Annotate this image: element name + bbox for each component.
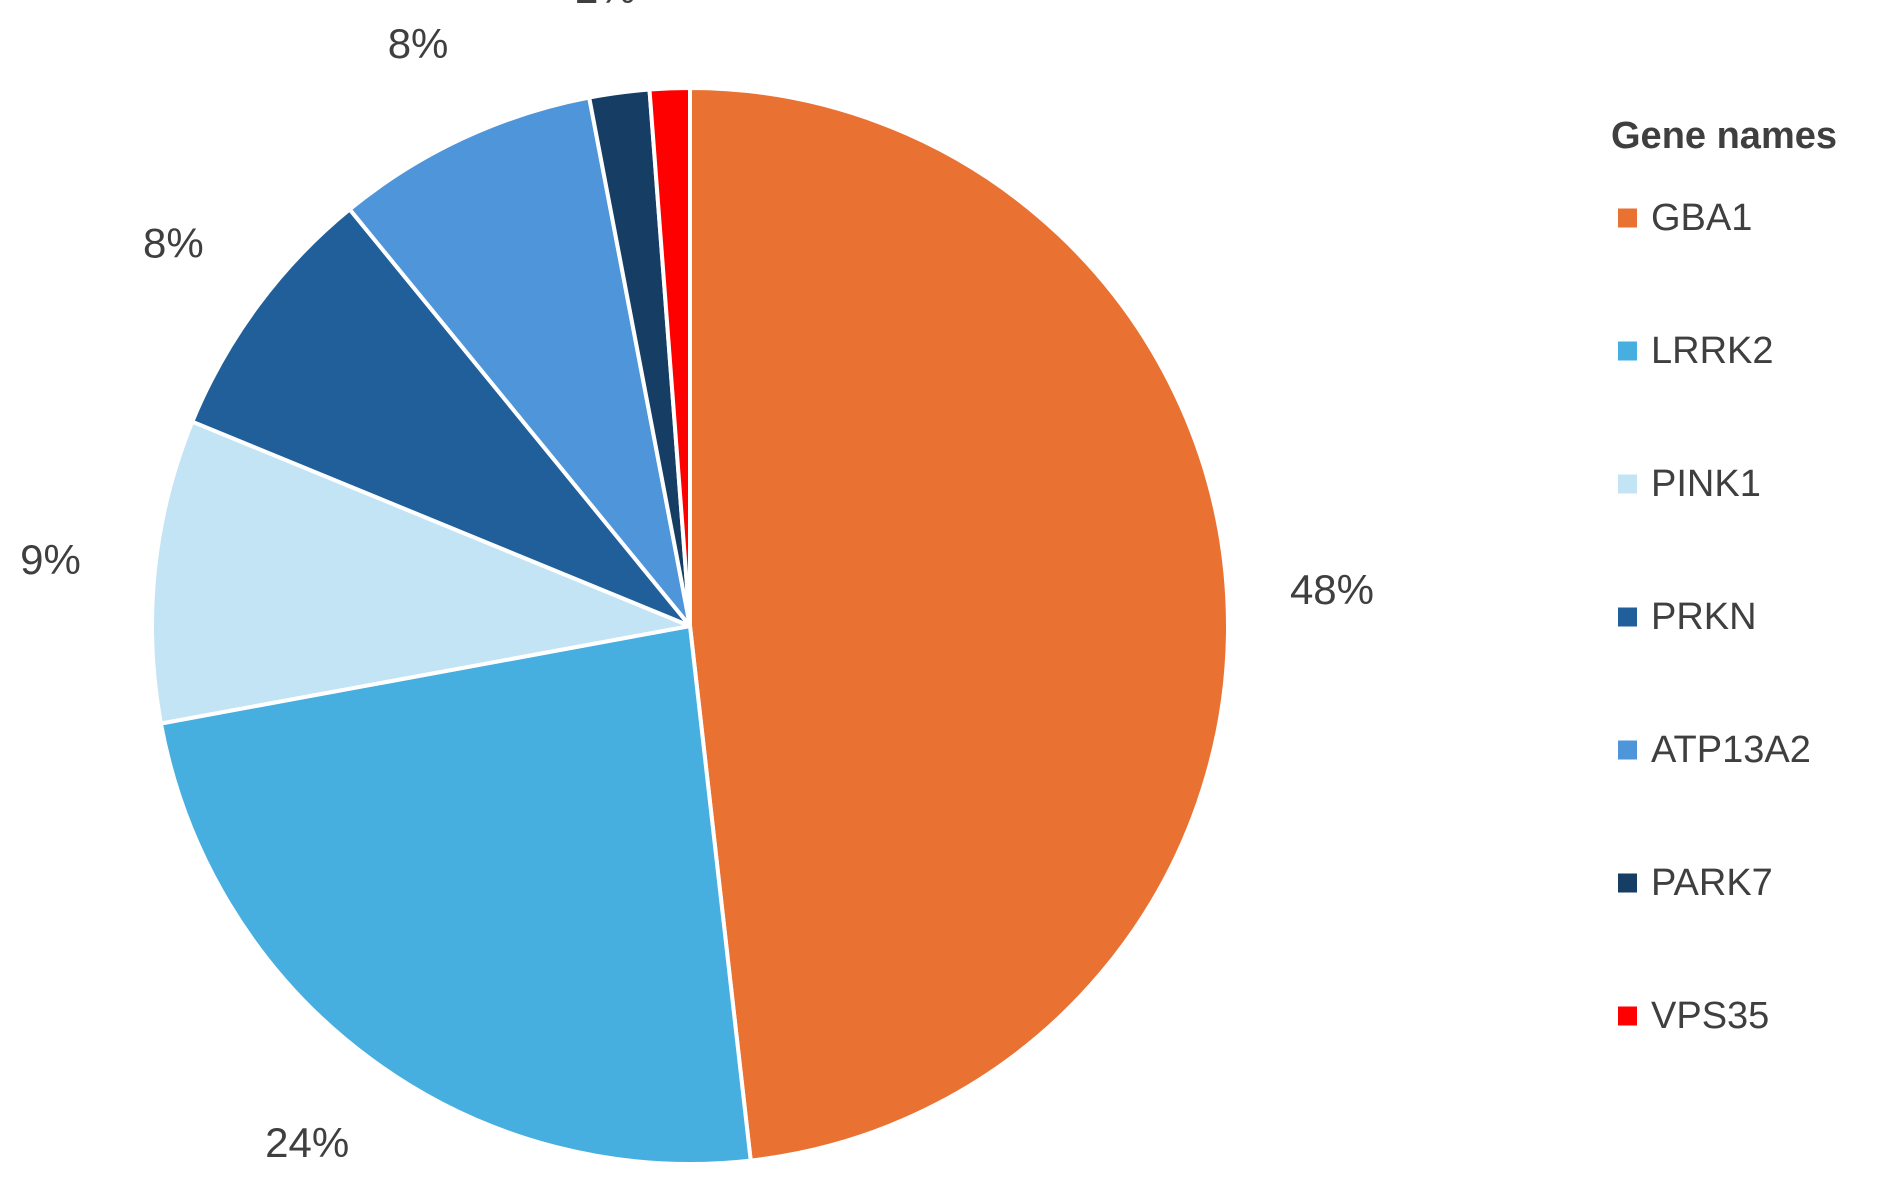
data-label-vps35: 1% <box>635 0 696 7</box>
legend-label-prkn: PRKN <box>1651 596 1757 638</box>
legend-swatch-pink1 <box>1618 474 1637 494</box>
legend-item-atp13a2: ATP13A2 <box>1618 729 1811 771</box>
legend-label-atp13a2: ATP13A2 <box>1651 729 1811 771</box>
legend-swatch-park7 <box>1618 873 1637 893</box>
pie-slice-lrrk2 <box>158 624 753 1166</box>
legend-label-gba1: GBA1 <box>1651 197 1752 239</box>
legend-title: Gene names <box>1611 115 1837 157</box>
data-label-park7: 2% <box>575 0 636 12</box>
legend-item-park7: PARK7 <box>1618 862 1773 904</box>
data-label-lrrk2: 24% <box>265 1119 349 1166</box>
legend-item-pink1: PINK1 <box>1618 463 1761 505</box>
legend-item-prkn: PRKN <box>1618 596 1757 638</box>
legend-label-vps35: VPS35 <box>1651 995 1769 1037</box>
legend-swatch-vps35 <box>1618 1006 1637 1026</box>
data-label-prkn: 8% <box>143 220 204 267</box>
legend-label-park7: PARK7 <box>1651 862 1773 904</box>
slices-layer <box>150 86 1230 1166</box>
legend-swatch-gba1 <box>1618 208 1637 228</box>
legend-item-lrrk2: LRRK2 <box>1618 330 1774 372</box>
legend-label-lrrk2: LRRK2 <box>1651 330 1774 372</box>
legend-swatch-atp13a2 <box>1618 740 1637 760</box>
pie-slice-vps35 <box>647 86 692 628</box>
legend: Gene names GBA1 LRRK2 PINK1 PRKN ATP13A2 PARK… <box>1611 115 1837 1037</box>
data-label-atp13a2: 8% <box>388 20 449 67</box>
legend-item-vps35: VPS35 <box>1618 995 1769 1037</box>
legend-item-gba1: GBA1 <box>1618 197 1752 239</box>
data-label-pink1: 9% <box>20 536 81 583</box>
pie-slice-pink1 <box>150 419 692 726</box>
data-label-gba1: 48% <box>1290 566 1374 613</box>
data-labels: 48% 24% 9% 8% 8% 2%1% <box>20 0 1374 1166</box>
legend-swatch-prkn <box>1618 607 1637 627</box>
pie-slice-atp13a2 <box>347 95 692 628</box>
legend-swatch-lrrk2 <box>1618 341 1637 361</box>
legend-label-pink1: PINK1 <box>1651 463 1761 505</box>
pie-slice-gba1 <box>688 86 1230 1163</box>
pie-slice-prkn <box>190 207 692 628</box>
